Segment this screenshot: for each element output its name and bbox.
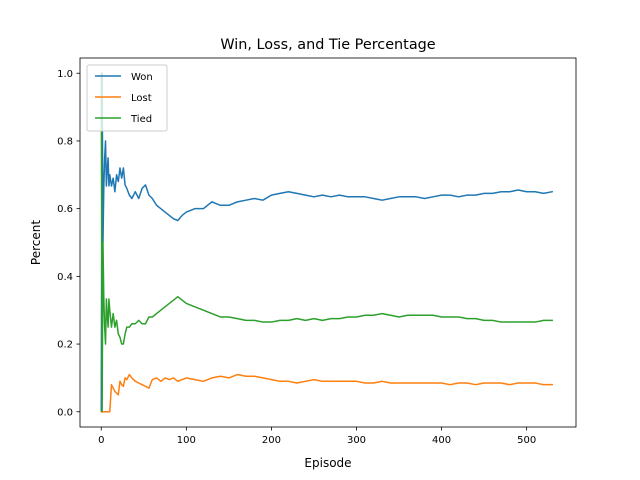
x-tick-label: 500 bbox=[517, 435, 536, 446]
legend-box bbox=[86, 64, 168, 132]
series-layer bbox=[100, 72, 554, 413]
x-tick-label: 400 bbox=[432, 435, 451, 446]
legend-label-tied: Tied bbox=[130, 114, 152, 125]
series-line-lost bbox=[100, 373, 553, 413]
x-tick-label: 300 bbox=[347, 435, 366, 446]
plot-area bbox=[79, 57, 577, 428]
y-tick-label: 0.0 bbox=[57, 407, 73, 418]
x-tick-label: 200 bbox=[262, 435, 281, 446]
x-axis: 0 100 200 300 400 500 bbox=[98, 427, 536, 446]
legend-label-won: Won bbox=[131, 72, 153, 83]
series-line-tied bbox=[100, 72, 553, 413]
y-tick-label: 0.6 bbox=[57, 204, 73, 215]
plot-frame bbox=[79, 57, 577, 428]
y-tick-label: 1.0 bbox=[57, 69, 73, 80]
series-line-won bbox=[100, 72, 554, 413]
x-tick-label: 100 bbox=[177, 435, 196, 446]
y-tick-label: 0.4 bbox=[57, 272, 73, 283]
y-tick-label: 0.8 bbox=[57, 137, 73, 148]
legend-label-lost: Lost bbox=[131, 93, 152, 104]
x-axis-label: Episode bbox=[304, 456, 351, 470]
x-tick-label: 0 bbox=[98, 435, 104, 446]
y-tick-label: 0.2 bbox=[57, 340, 73, 351]
y-axis: 0.0 0.2 0.4 0.6 0.8 1.0 bbox=[57, 69, 80, 418]
legend: Won Lost Tied bbox=[86, 64, 168, 132]
y-axis-label: Percent bbox=[29, 220, 43, 265]
chart-title: Win, Loss, and Tie Percentage bbox=[220, 37, 435, 53]
